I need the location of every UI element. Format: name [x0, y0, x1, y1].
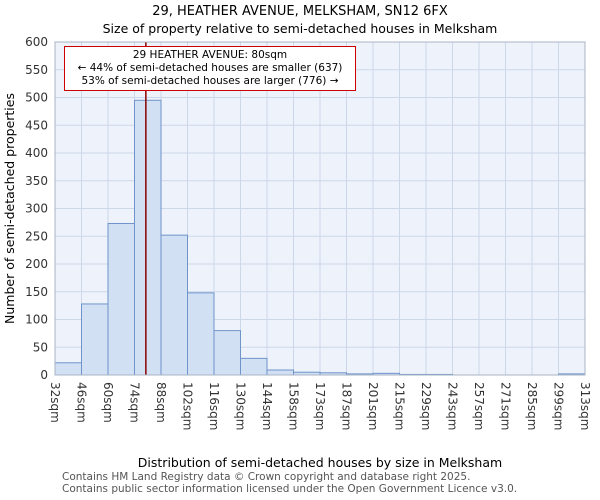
svg-text:158sqm: 158sqm: [287, 382, 301, 430]
svg-text:187sqm: 187sqm: [340, 382, 354, 430]
svg-text:173sqm: 173sqm: [313, 382, 327, 430]
svg-text:215sqm: 215sqm: [393, 382, 407, 430]
svg-text:0: 0: [40, 368, 48, 382]
svg-text:144sqm: 144sqm: [260, 382, 274, 430]
svg-text:313sqm: 313sqm: [578, 382, 592, 430]
svg-text:250: 250: [25, 229, 48, 243]
svg-text:500: 500: [25, 91, 48, 105]
svg-text:100: 100: [25, 313, 48, 327]
svg-text:271sqm: 271sqm: [499, 382, 513, 430]
chart-title: 29, HEATHER AVENUE, MELKSHAM, SN12 6FX: [152, 4, 448, 19]
svg-text:243sqm: 243sqm: [446, 382, 460, 430]
svg-text:50: 50: [33, 340, 48, 354]
svg-text:60sqm: 60sqm: [101, 382, 115, 423]
svg-text:88sqm: 88sqm: [154, 382, 168, 423]
footer-attribution-line-2: Contains public sector information licen…: [62, 483, 518, 496]
svg-text:130sqm: 130sqm: [234, 382, 248, 430]
svg-text:257sqm: 257sqm: [472, 382, 486, 430]
svg-text:300: 300: [25, 202, 48, 216]
svg-text:550: 550: [25, 63, 48, 77]
svg-text:200: 200: [25, 257, 48, 271]
footer: Contains HM Land Registry data © Crown c…: [62, 471, 517, 495]
svg-text:350: 350: [25, 174, 48, 188]
svg-text:116sqm: 116sqm: [207, 382, 221, 430]
footer-attribution-line-1: Contains HM Land Registry data © Crown c…: [62, 471, 471, 483]
annotation-larger-stat: 53% of semi-detached houses are larger (…: [81, 75, 339, 88]
svg-text:285sqm: 285sqm: [525, 382, 539, 430]
svg-text:450: 450: [25, 118, 48, 132]
svg-text:Number of semi-detached proper: Number of semi-detached properties: [2, 93, 17, 324]
annotation-smaller-stat: ← 44% of semi-detached houses are smalle…: [77, 62, 343, 75]
svg-text:74sqm: 74sqm: [128, 382, 142, 423]
svg-text:201sqm: 201sqm: [366, 382, 380, 430]
svg-text:299sqm: 299sqm: [552, 382, 566, 430]
svg-text:32sqm: 32sqm: [48, 382, 62, 423]
svg-text:229sqm: 229sqm: [419, 382, 433, 430]
svg-text:150: 150: [25, 285, 48, 299]
chart-subtitle: Size of property relative to semi-detach…: [102, 21, 498, 36]
svg-text:600: 600: [25, 35, 48, 49]
svg-text:46sqm: 46sqm: [75, 382, 89, 423]
svg-text:Distribution of semi-detached: Distribution of semi-detached houses by …: [138, 455, 502, 470]
annotation-property-label: 29 HEATHER AVENUE: 80sqm: [132, 49, 288, 61]
annotation-box: 29 HEATHER AVENUE: 80sqm ← 44% of semi-d…: [64, 46, 356, 92]
svg-text:102sqm: 102sqm: [181, 382, 195, 430]
svg-text:400: 400: [25, 146, 48, 160]
